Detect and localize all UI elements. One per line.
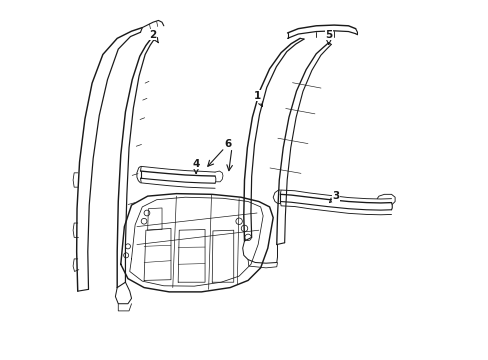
Text: 3: 3 (329, 191, 339, 203)
Text: 2: 2 (149, 30, 158, 43)
Text: 6: 6 (224, 139, 231, 149)
Text: 5: 5 (325, 30, 332, 44)
Text: 1: 1 (253, 91, 262, 107)
Text: 4: 4 (192, 159, 200, 174)
